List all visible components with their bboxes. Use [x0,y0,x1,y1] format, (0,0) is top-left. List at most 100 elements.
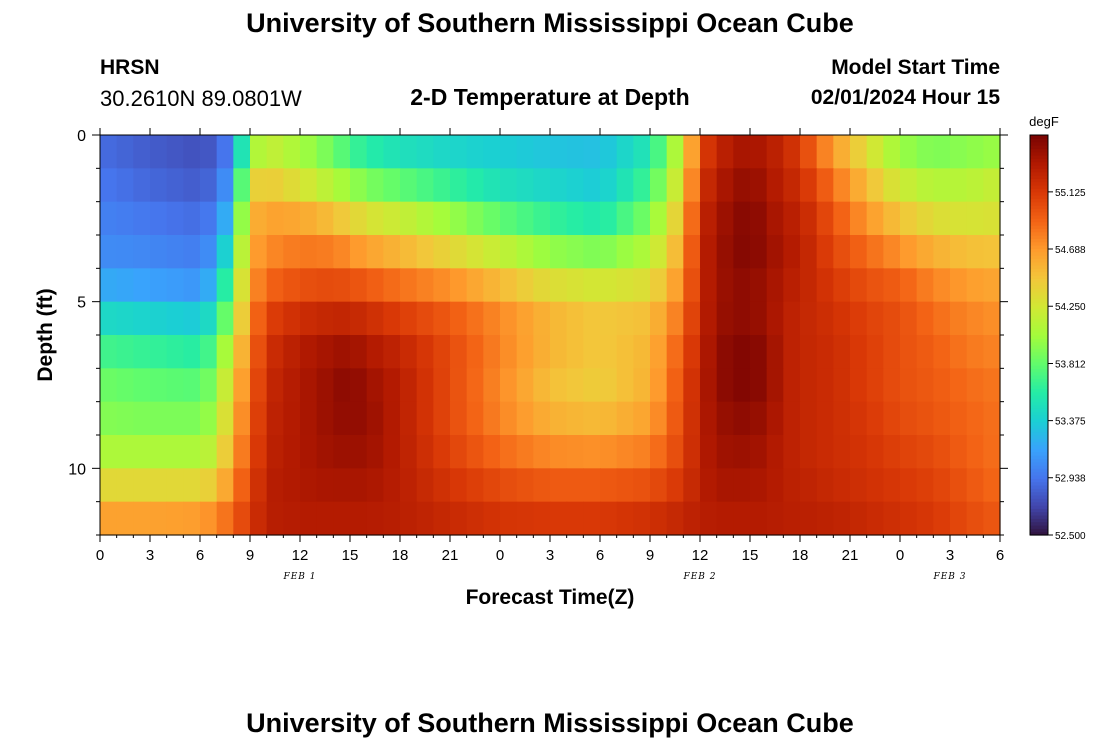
heatmap-cell [216,268,234,303]
colorbar-tick-label: 55.125 [1055,188,1086,199]
heatmap-cell [800,368,818,403]
heatmap-cell [450,301,468,336]
colorbar-segment [1030,211,1048,216]
heatmap-cell [233,468,251,503]
heatmap-cell [416,201,434,236]
heatmap-cell [900,501,918,536]
heatmap-cell [283,401,301,436]
heatmap-cell [266,368,284,403]
heatmap-cell [400,435,418,469]
heatmap-cell [650,468,668,503]
heatmap-cell [166,301,184,336]
colorbar-segment [1030,161,1048,166]
heatmap-cell [600,501,618,536]
heatmap-cell [733,335,751,369]
heatmap-cell [783,335,801,369]
heatmap-cell [683,201,701,236]
heatmap-cell [933,335,951,369]
heatmap-cell [166,168,184,203]
heatmap-cell [700,368,718,403]
heatmap-cell [216,335,234,369]
colorbar-segment [1030,378,1048,383]
heatmap-cell [450,235,468,269]
heatmap-cell [433,135,451,169]
heatmap-cell [183,335,201,369]
heatmap-cell [700,401,718,436]
heatmap-cell [966,435,984,469]
heatmap-cell [933,468,951,503]
heatmap-cell [700,301,718,336]
heatmap-cell [750,301,768,336]
heatmap-cell [633,168,651,203]
colorbar-segment [1030,385,1048,389]
colorbar-segment [1030,308,1048,313]
heatmap-cell [733,401,751,436]
colorbar-segment [1030,338,1048,343]
heatmap-cell [133,368,151,403]
heatmap-cell [183,401,201,436]
heatmap-cell [266,501,284,536]
colorbar-segment [1030,245,1048,249]
heatmap-cell [483,435,501,469]
heatmap-cell [516,235,534,269]
heatmap-cell [266,301,284,336]
heatmap-cell [383,501,401,536]
heatmap-cell [116,235,134,269]
heatmap-cell [533,335,551,369]
heatmap-cell [816,135,834,169]
colorbar-segment [1030,438,1048,443]
heatmap-cell [166,401,184,436]
heatmap-cell [850,501,868,536]
heatmap-cell [250,335,268,369]
colorbar-segment [1030,331,1048,336]
colorbar-segment [1030,271,1048,276]
heatmap-cell [983,368,1001,403]
heatmap-cell [266,201,284,236]
heatmap-cell [550,468,568,503]
heatmap-cell [800,168,818,203]
heatmap-cell [500,435,518,469]
heatmap-cell [450,268,468,303]
colorbar-segment [1030,345,1048,349]
heatmap-cell [366,468,384,503]
heatmap-cell [100,401,118,436]
heatmap-cell [133,235,151,269]
heatmap-cell [133,301,151,336]
heatmap-cell [166,435,184,469]
colorbar-segment [1030,485,1048,489]
colorbar-segment [1030,508,1048,513]
heatmap-cell [666,168,684,203]
heatmap-cell [383,401,401,436]
heatmap-cell [216,301,234,336]
heatmap-cell [950,435,968,469]
heatmap-cell [883,301,901,336]
heatmap-cell [333,468,351,503]
heatmap-cell [733,468,751,503]
heatmap-cell [383,268,401,303]
heatmap-cell [866,501,884,536]
heatmap-cell [100,301,118,336]
heatmap-cell [600,301,618,336]
heatmap-cell [216,368,234,403]
heatmap-cell [816,235,834,269]
heatmap-cell [483,335,501,369]
heatmap-cell [633,201,651,236]
heatmap-cell [366,235,384,269]
heatmap-cell [700,501,718,536]
heatmap-cell [416,268,434,303]
heatmap-cell [416,435,434,469]
heatmap-cell [700,435,718,469]
colorbar-unit: degF [1029,114,1059,129]
heatmap-cell [983,335,1001,369]
heatmap-cell [600,135,618,169]
heatmap-cell [683,501,701,536]
colorbar-segment [1030,451,1048,456]
heatmap-cell [633,268,651,303]
heatmap-cell [816,335,834,369]
heatmap-cell [400,168,418,203]
heatmap-cell [466,401,484,436]
colorbar-segment [1030,391,1048,396]
heatmap-cell [816,435,834,469]
colorbar-tick-label: 53.812 [1055,359,1086,370]
heatmap-cell [583,435,601,469]
